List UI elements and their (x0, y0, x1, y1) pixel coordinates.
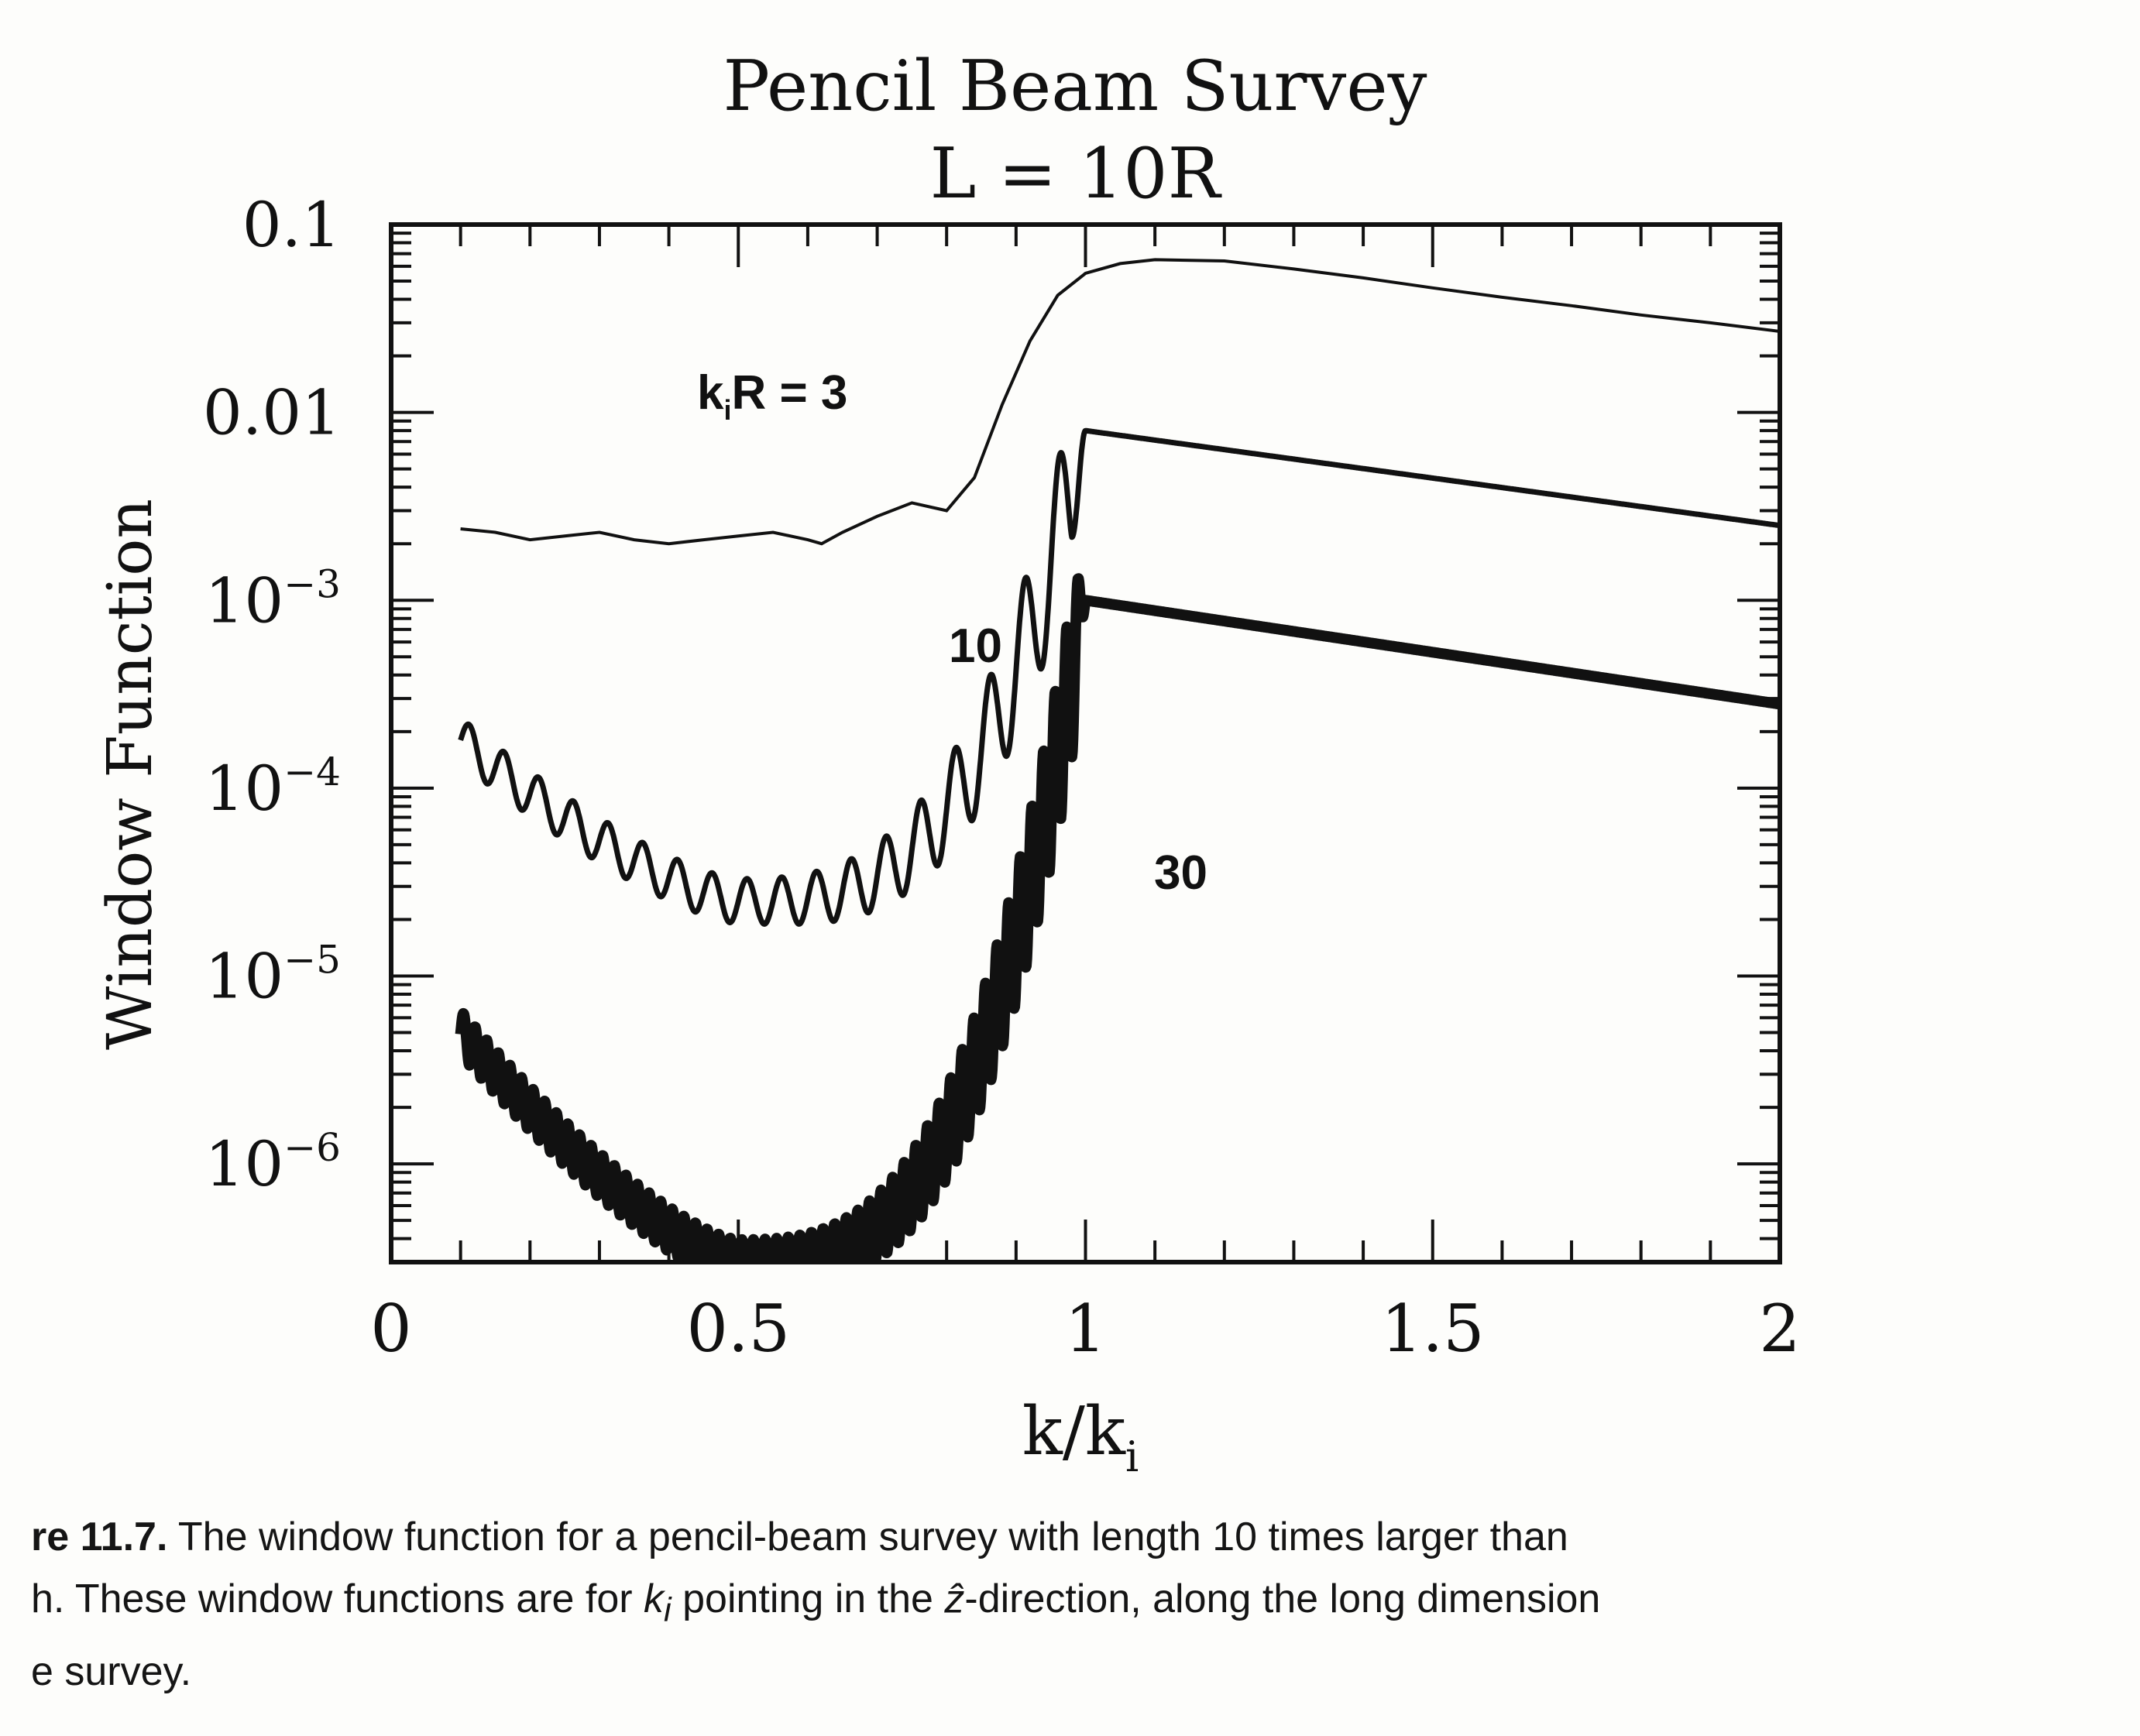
plot-frame (389, 222, 1782, 1264)
caption-text-2a: h. These window functions are for (31, 1576, 644, 1621)
series-line-kR30 (455, 573, 1780, 1262)
figure-caption: re 11.7. The window function for a penci… (31, 1506, 2014, 1703)
series-line-kR3 (460, 258, 1780, 546)
caption-text-2c: -direction, along the long dimension (964, 1576, 1601, 1621)
y-tick-label: 10−6 (204, 1125, 341, 1200)
series-labels: kiR = 3 10 30 (697, 366, 1207, 900)
series-label-kR10: 10 (949, 619, 1002, 673)
y-tick-label: 10−3 (204, 561, 341, 636)
axis-ticks (390, 223, 1781, 1264)
caption-vector-k: ki (644, 1576, 672, 1629)
caption-line-3: e survey. (31, 1641, 2014, 1703)
x-tick-label: 2 (1759, 1291, 1800, 1367)
x-tick-label: 0 (370, 1291, 411, 1367)
x-tick-label: 1.5 (1381, 1291, 1485, 1367)
series-label-kR3: kiR = 3 (697, 366, 847, 426)
y-tick-labels: 0.1 0.01 10−3 10−4 10−5 10−6 (203, 189, 341, 1200)
y-tick-label: 0.1 (242, 189, 341, 261)
x-tick-labels: 0 0.5 1 1.5 2 (370, 1291, 1800, 1367)
y-axis-label: Window Function (94, 499, 166, 1050)
chart: Pencil Beam Survey L = 10R 0.10.0110−310… (94, 46, 1801, 1481)
x-axis-label: k/ki (1022, 1393, 1139, 1481)
chart-subtitle: L = 10R (930, 133, 1222, 214)
x-axis-label-sub: i (1125, 1432, 1139, 1481)
x-tick-label: 0.5 (686, 1291, 790, 1367)
caption-text-2b: pointing in the (671, 1576, 945, 1621)
series-label-kR30: 30 (1154, 846, 1207, 900)
caption-z-hat: ẑ (944, 1576, 965, 1621)
caption-text-3: e survey. (31, 1649, 192, 1695)
plot-frame-rect (389, 222, 1782, 1264)
y-tick-label: 10−4 (204, 750, 341, 825)
y-tick-label: 0.01 (203, 377, 341, 449)
caption-text-1: The window function for a pencil-beam su… (177, 1515, 1568, 1559)
caption-line-1: re 11.7. The window function for a penci… (31, 1506, 2014, 1568)
series-line-kR10 (458, 427, 1780, 927)
y-tick-label: 10−5 (204, 938, 341, 1013)
caption-line-2: h. These window functions are for ki poi… (31, 1568, 2014, 1641)
x-tick-label: 1 (1065, 1291, 1106, 1367)
chart-title: Pencil Beam Survey (723, 46, 1427, 127)
series-lines (455, 258, 1780, 1262)
caption-figure-label: re 11.7. (31, 1515, 168, 1559)
x-axis-label-main: k/k (1022, 1393, 1126, 1470)
